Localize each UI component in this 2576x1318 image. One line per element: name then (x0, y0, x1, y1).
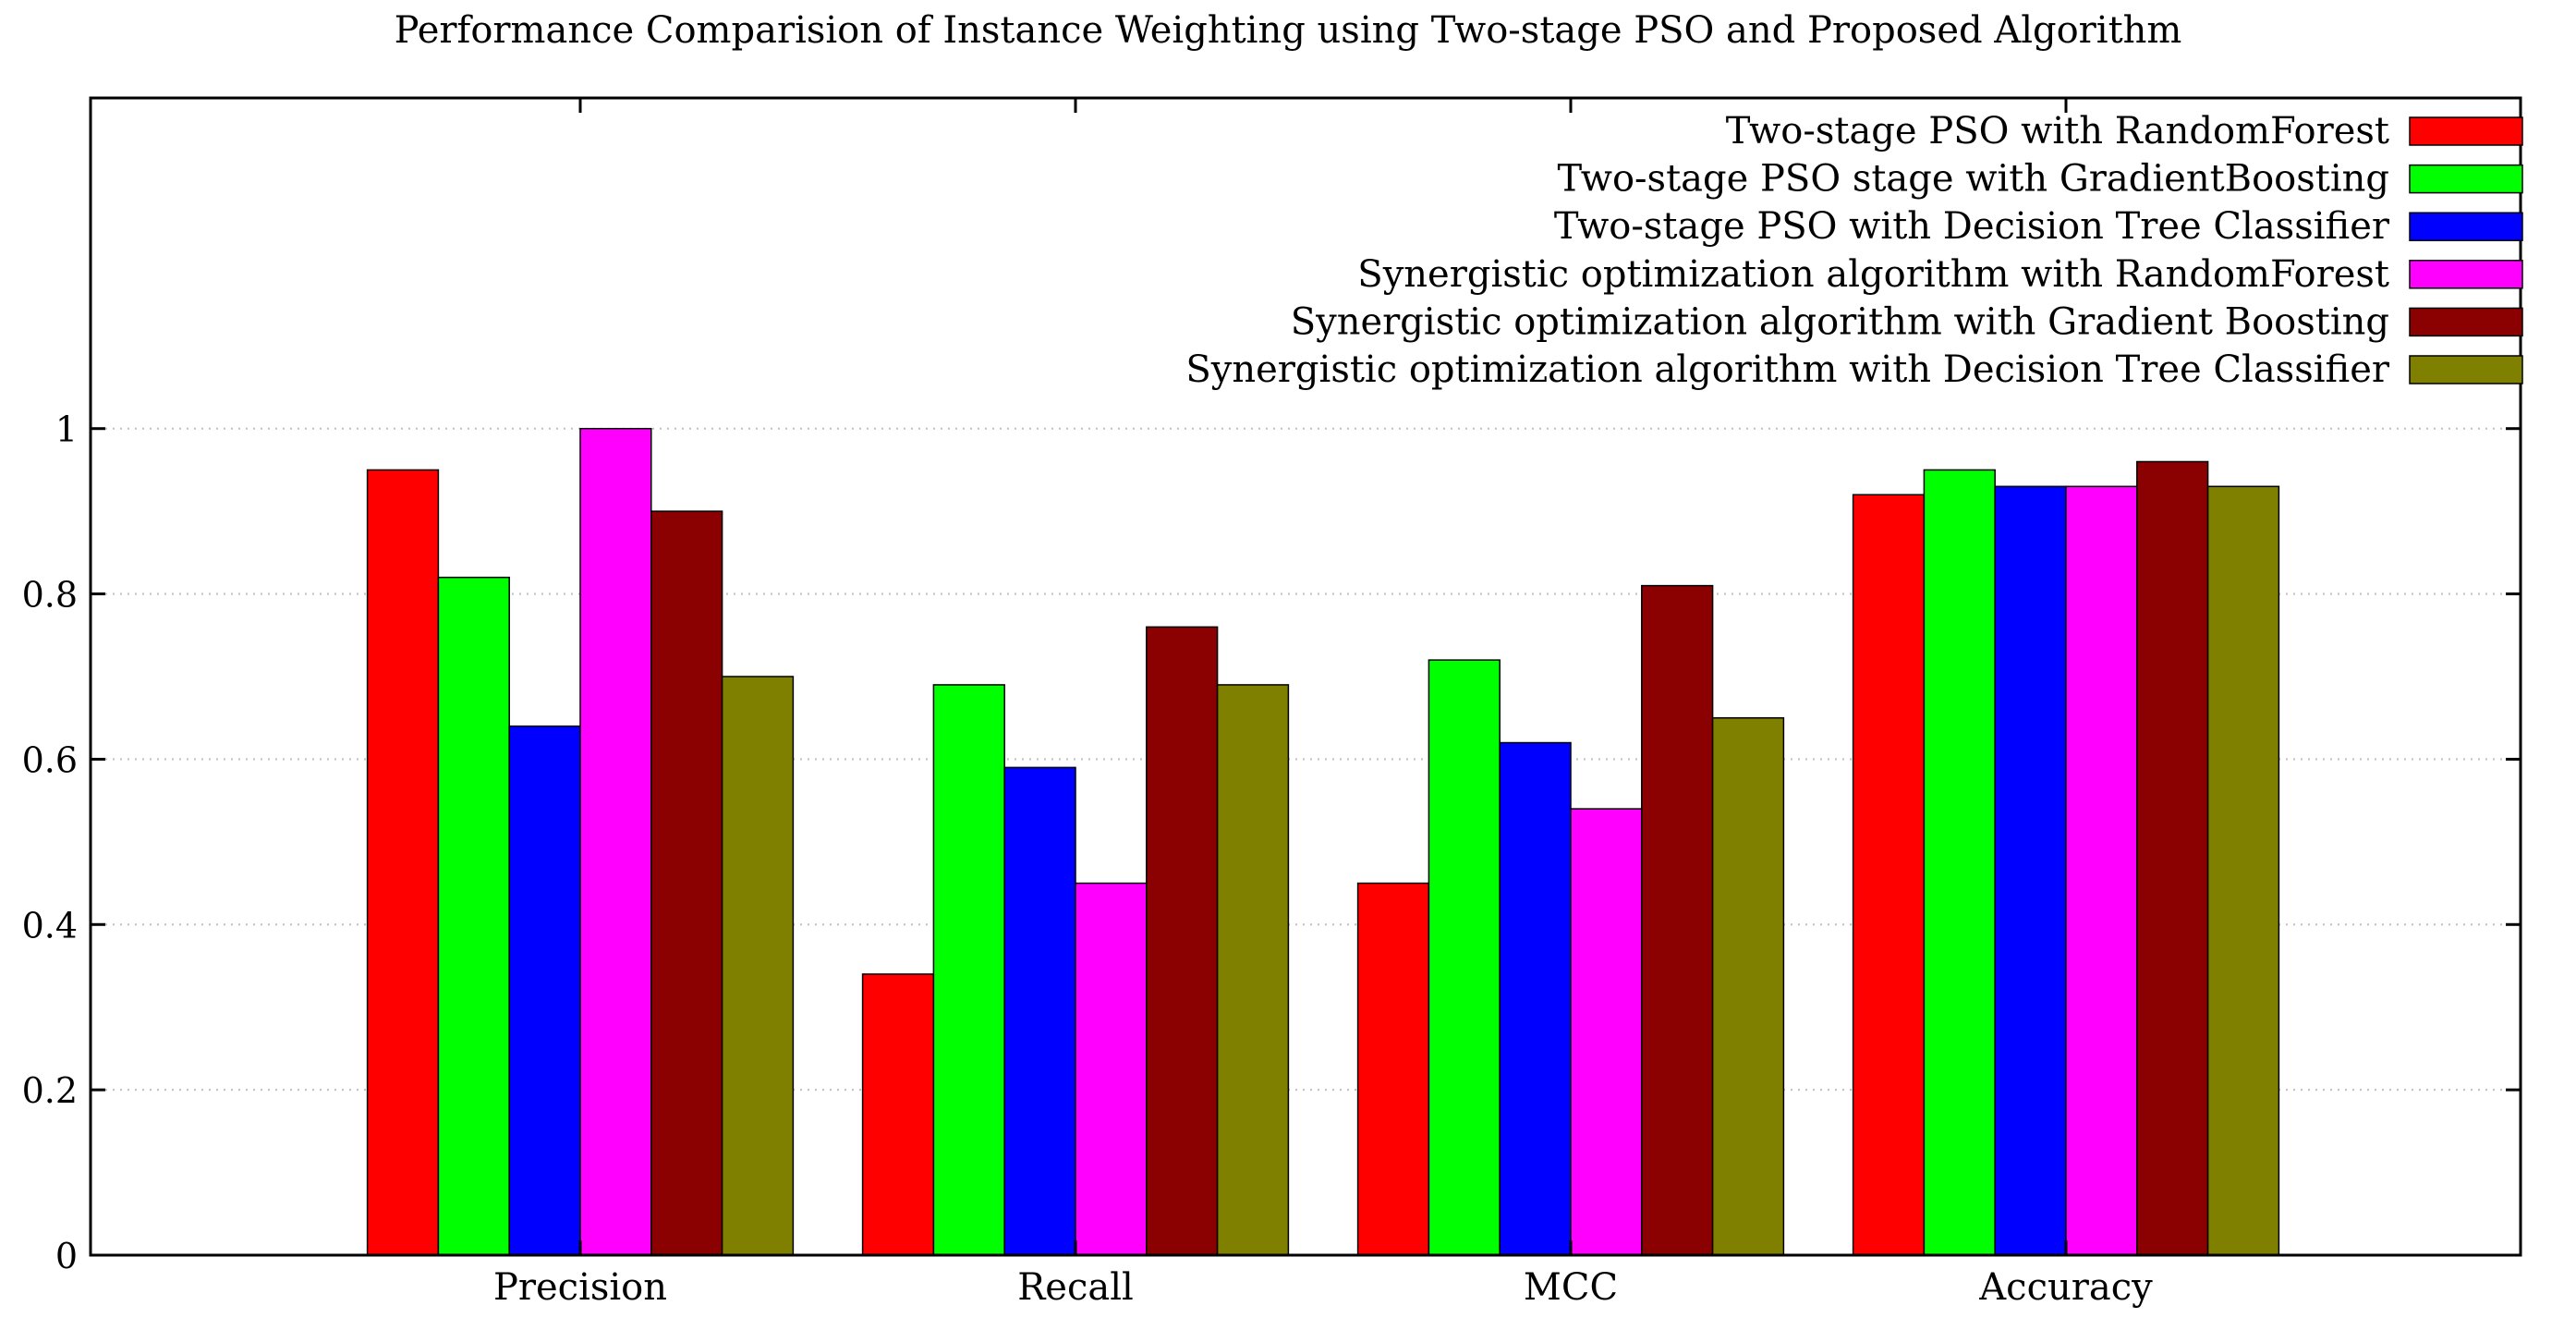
legend-swatch (2409, 116, 2523, 146)
bar-mcc-1 (1356, 882, 1430, 1256)
bar-precision-6 (721, 676, 795, 1256)
bar-recall-3 (1003, 766, 1076, 1256)
bar-recall-5 (1146, 626, 1219, 1256)
x-tick-label-recall: Recall (1017, 1266, 1134, 1309)
bar-recall-2 (932, 684, 1005, 1256)
legend-label: Synergistic optimization algorithm with … (1185, 348, 2390, 391)
bar-recall-4 (1075, 882, 1148, 1256)
bar-recall-6 (1216, 684, 1290, 1256)
legend-label: Two-stage PSO with RandomForest (1726, 110, 2389, 153)
chart-title: Performance Comparision of Instance Weig… (395, 9, 2182, 52)
legend-swatch (2409, 307, 2523, 337)
axis-ticks: 0 0.2 0.4 0.6 0.8 1 Precision Recall MCC Accuracy (22, 98, 2521, 1309)
bar-precision-2 (437, 576, 510, 1256)
bar-accuracy-4 (2065, 485, 2138, 1256)
bar-accuracy-5 (2136, 460, 2209, 1256)
legend: Two-stage PSO with RandomForest Two-stage… (1185, 110, 2523, 391)
bar-recall-1 (861, 973, 935, 1256)
bars (366, 427, 2280, 1256)
legend-swatch (2409, 355, 2523, 384)
bar-mcc-6 (1711, 716, 1785, 1256)
bar-mcc-2 (1428, 659, 1501, 1256)
legend-label: Synergistic optimization algorithm with … (1291, 300, 2389, 343)
bar-accuracy-2 (1923, 469, 1996, 1256)
y-tick-label: 0 (55, 1236, 78, 1276)
x-tick-label-precision: Precision (493, 1266, 667, 1309)
bar-mcc-4 (1570, 808, 1643, 1256)
legend-label: Two-stage PSO with Decision Tree Classif… (1554, 205, 2390, 248)
bar-precision-1 (366, 469, 440, 1256)
legend-swatch (2409, 164, 2523, 194)
plot-frame (89, 96, 2522, 1257)
x-tick-label-mcc: MCC (1524, 1266, 1618, 1309)
bar-accuracy-6 (2206, 485, 2280, 1256)
bar-mcc-3 (1499, 741, 1572, 1256)
bar-mcc-5 (1641, 584, 1714, 1256)
bar-accuracy-3 (1994, 485, 2067, 1256)
bar-precision-4 (579, 427, 652, 1256)
y-tick-label: 0.2 (22, 1070, 78, 1111)
y-tick-label: 0.8 (22, 575, 78, 616)
bar-precision-5 (650, 510, 723, 1256)
bar-accuracy-1 (1852, 494, 1926, 1256)
legend-label: Synergistic optimization algorithm with … (1357, 253, 2389, 296)
legend-swatch (2409, 212, 2523, 241)
bar-precision-3 (508, 725, 581, 1256)
y-tick-label: 0.4 (22, 905, 78, 946)
legend-swatch (2409, 260, 2523, 289)
y-tick-label: 0.6 (22, 739, 78, 780)
x-tick-label-accuracy: Accuracy (1978, 1266, 2153, 1309)
legend-label: Two-stage PSO stage with GradientBoostin… (1557, 158, 2389, 201)
y-tick-label: 1 (55, 409, 78, 450)
